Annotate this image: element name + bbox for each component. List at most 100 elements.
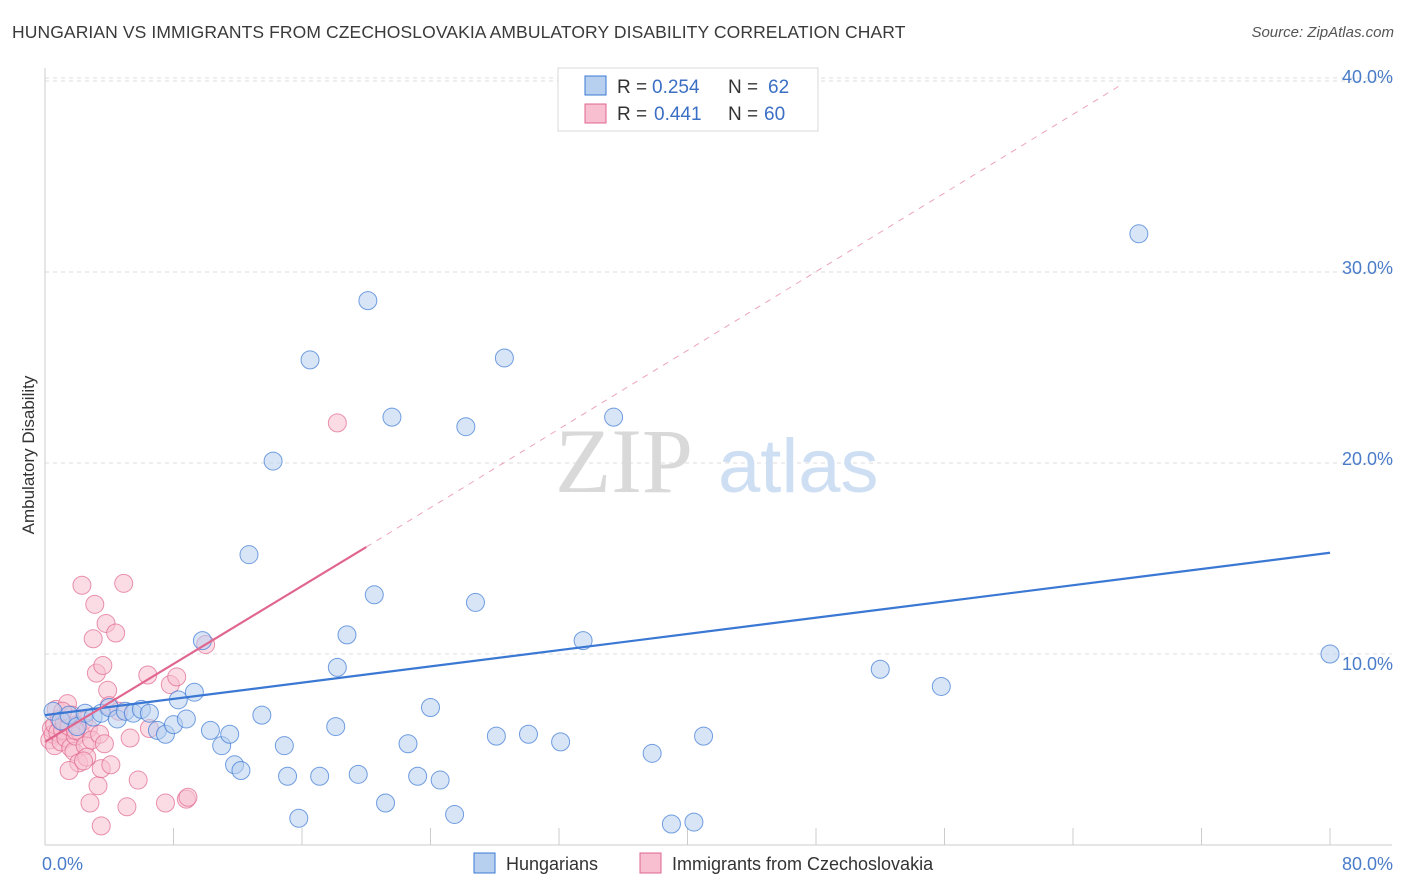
hungarian-point [139, 703, 159, 723]
hungarian-point [364, 585, 384, 605]
hungarian-point [358, 291, 378, 311]
czech-point [83, 629, 103, 649]
trend-line-czech [44, 546, 367, 743]
hungarian-point [573, 631, 593, 651]
hungarian-point [376, 793, 396, 813]
czech-point [114, 573, 134, 593]
hungarian-point [870, 659, 890, 679]
hungarian-point [348, 764, 368, 784]
bottom-swatch-hungarian [473, 852, 496, 874]
czech-point [327, 413, 347, 433]
y-tick-label: 40.0% [1342, 67, 1393, 87]
czech-point [106, 623, 126, 643]
hungarian-point [694, 726, 714, 746]
bottom-swatch-czech [639, 852, 662, 874]
trend-line-hungarian [44, 551, 1331, 717]
hungarian-point [931, 676, 951, 696]
legend-n-value-2: 60 [764, 104, 785, 125]
hungarian-point [604, 407, 624, 427]
hungarian-point [278, 766, 298, 786]
czech-point [85, 594, 105, 614]
hungarian-point [1129, 224, 1149, 244]
legend-r-label-1: R = [617, 77, 647, 98]
czech-point [120, 728, 140, 748]
hungarian-point [518, 724, 538, 744]
hungarian-point [310, 766, 330, 786]
hungarian-point [337, 625, 357, 645]
hungarian-point [408, 766, 428, 786]
hungarian-point [326, 717, 346, 737]
czech-point [74, 751, 94, 771]
hungarian-point [184, 682, 204, 702]
axes: 10.0% 20.0% 30.0% 40.0% 0.0% 80.0% [42, 67, 1393, 874]
bottom-label-czech: Immigrants from Czechoslovakia [672, 854, 934, 874]
hungarian-point [176, 709, 196, 729]
czech-point [93, 655, 113, 675]
hungarian-point [252, 705, 272, 725]
x-tick-label: 80.0% [1342, 854, 1393, 874]
hungarian-point [421, 697, 440, 717]
watermark: ZIP atlas [555, 410, 879, 512]
hungarian-point [445, 804, 465, 824]
czech-point [128, 770, 148, 790]
bottom-label-hungarian: Hungarians [506, 854, 598, 874]
hungarian-point [398, 734, 418, 754]
czech-point [94, 734, 114, 754]
legend-swatch-czech [584, 103, 607, 124]
y-axis-title: Ambulatory Disability [19, 375, 38, 534]
hungarian-point [327, 657, 347, 677]
hungarian-point [551, 732, 571, 752]
hungarian-point [642, 743, 662, 763]
legend-swatch-hungarian [584, 75, 607, 96]
hungarian-point [300, 350, 320, 370]
czech-point [178, 787, 198, 807]
czech-point [101, 755, 121, 775]
czech-point [88, 776, 108, 796]
watermark-atlas: atlas [718, 424, 879, 509]
y-tick-label: 10.0% [1342, 654, 1393, 674]
hungarian-point [486, 726, 506, 746]
czech-point [155, 793, 175, 813]
hungarian-point [684, 812, 704, 832]
hungarian-point [456, 417, 476, 437]
legend-n-label-2: N = [728, 104, 758, 125]
legend-r-value-1: 0.254 [652, 77, 700, 98]
hungarian-point [661, 814, 681, 834]
trend-lines [44, 84, 1331, 743]
correlation-legend: R = 0.254 N = 62 R = 0.441 N = 60 [557, 67, 819, 132]
y-tick-label: 30.0% [1342, 258, 1393, 278]
czech-point [167, 667, 187, 687]
hungarian-point [200, 720, 220, 740]
legend-n-label-1: N = [728, 77, 758, 98]
czech-point [59, 761, 79, 781]
x-tick-label: 0.0% [42, 854, 83, 874]
grid-lines [45, 77, 1392, 655]
series-hungarian-points [43, 224, 1340, 834]
hungarian-point [382, 407, 402, 427]
legend-r-value-2: 0.441 [654, 104, 702, 125]
czech-point [117, 797, 137, 817]
y-tick-label: 20.0% [1342, 449, 1393, 469]
czech-point [80, 793, 100, 813]
hungarian-point [465, 592, 485, 612]
chart-title: HUNGARIAN VS IMMIGRANTS FROM CZECHOSLOVA… [12, 22, 906, 42]
trend-line-czech-extension [365, 84, 1122, 548]
source-label: Source: ZipAtlas.com [1251, 24, 1394, 41]
hungarian-point [494, 348, 514, 368]
hungarian-point [274, 736, 294, 756]
series-czech-points [40, 413, 347, 836]
czech-point [72, 575, 92, 595]
legend-r-label-2: R = [617, 104, 647, 125]
hungarian-point [430, 770, 450, 790]
series-legend: Hungarians Immigrants from Czechoslovaki… [473, 852, 934, 874]
hungarian-point [231, 761, 251, 781]
hungarian-point [263, 451, 283, 471]
czech-point [91, 816, 111, 836]
hungarian-point [239, 545, 259, 565]
legend-n-value-1: 62 [768, 77, 789, 98]
hungarian-point [1320, 644, 1340, 664]
hungarian-point [220, 724, 240, 744]
watermark-zip: ZIP [555, 410, 693, 512]
hungarian-point [289, 808, 309, 828]
